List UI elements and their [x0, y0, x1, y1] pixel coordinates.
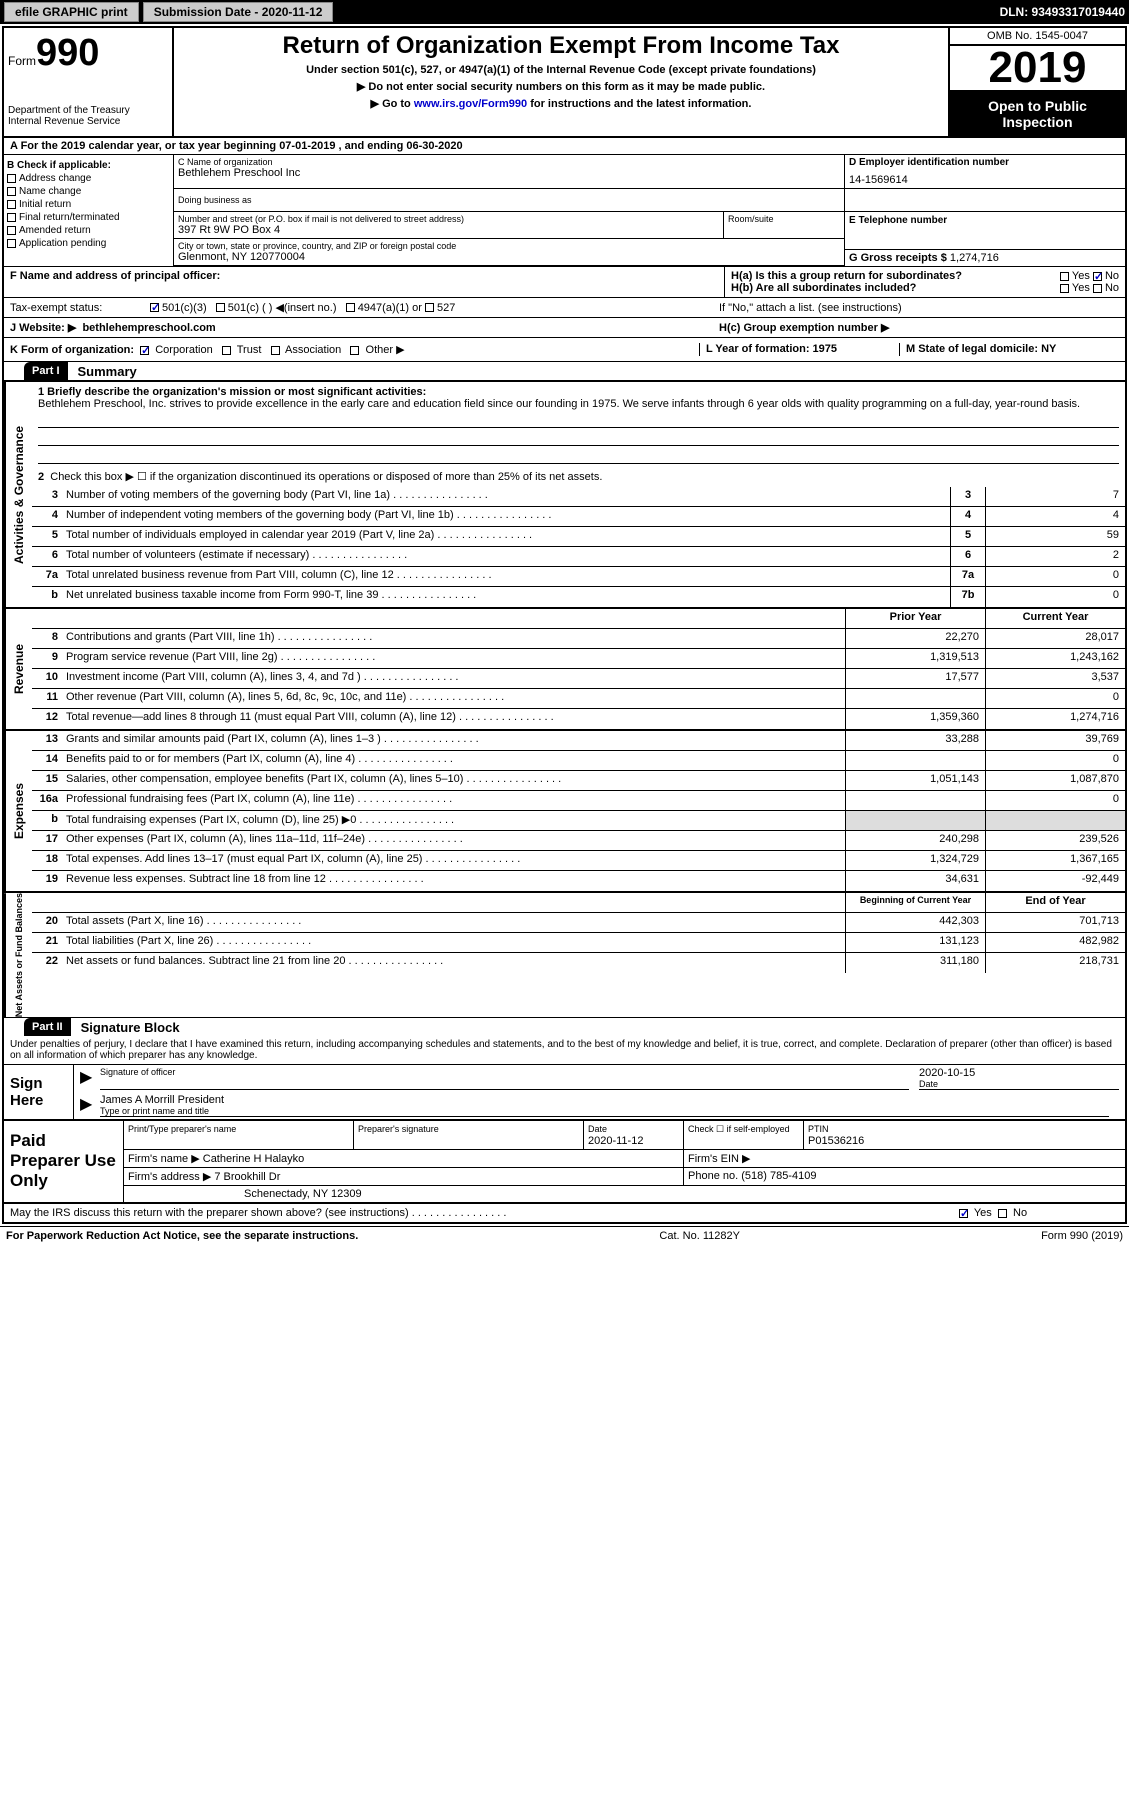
chk-ha-yes[interactable]	[1060, 272, 1069, 281]
form-990: Form990 Department of the Treasury Inter…	[2, 26, 1127, 1224]
chk-corp[interactable]	[140, 346, 149, 355]
street: 397 Rt 9W PO Box 4	[178, 224, 719, 236]
side-revenue: Revenue	[4, 609, 32, 729]
side-activities: Activities & Governance	[4, 382, 32, 607]
side-expenses: Expenses	[4, 731, 32, 891]
chk-amended[interactable]	[7, 226, 16, 235]
chk-final[interactable]	[7, 213, 16, 222]
sign-here: Sign Here	[4, 1065, 74, 1119]
chk-ha-no[interactable]	[1093, 272, 1102, 281]
side-netassets: Net Assets or Fund Balances	[4, 893, 32, 1017]
gross-receipts: 1,274,716	[950, 252, 999, 264]
efile-btn[interactable]: efile GRAPHIC print	[4, 2, 139, 22]
subdate-btn[interactable]: Submission Date - 2020-11-12	[143, 2, 334, 22]
firm-name: Catherine H Halayko	[203, 1153, 305, 1165]
header-right: OMB No. 1545-0047 2019 Open to Public In…	[950, 28, 1125, 136]
chk-app[interactable]	[7, 239, 16, 248]
ein: 14-1569614	[849, 174, 1121, 186]
part1-header: Part I Summary	[4, 361, 1125, 380]
chk-501c3[interactable]	[150, 303, 159, 312]
chk-assoc[interactable]	[271, 346, 280, 355]
header-left: Form990 Department of the Treasury Inter…	[4, 28, 174, 136]
chk-addr[interactable]	[7, 174, 16, 183]
prep-phone: (518) 785-4109	[741, 1170, 816, 1182]
chk-discuss-yes[interactable]	[959, 1209, 968, 1218]
page-footer: For Paperwork Reduction Act Notice, see …	[0, 1226, 1129, 1245]
chk-527[interactable]	[425, 303, 434, 312]
chk-hb-yes[interactable]	[1060, 284, 1069, 293]
website: bethlehempreschool.com	[82, 322, 215, 334]
mission-text: Bethlehem Preschool, Inc. strives to pro…	[38, 398, 1119, 410]
chk-trust[interactable]	[222, 346, 231, 355]
chk-hb-no[interactable]	[1093, 284, 1102, 293]
chk-name[interactable]	[7, 187, 16, 196]
top-bar: efile GRAPHIC print Submission Date - 20…	[0, 0, 1129, 24]
city: Glenmont, NY 120770004	[178, 251, 840, 263]
part2-header: Part II Signature Block	[4, 1017, 1125, 1036]
sig-date: 2020-10-15	[919, 1067, 1119, 1079]
paid-preparer: Paid Preparer Use Only	[4, 1121, 124, 1202]
ptin: P01536216	[808, 1135, 864, 1147]
chk-501c[interactable]	[216, 303, 225, 312]
officer-name: James A Morrill President	[100, 1094, 1109, 1106]
form990-link[interactable]: www.irs.gov/Form990	[414, 98, 527, 110]
chk-4947[interactable]	[346, 303, 355, 312]
header-center: Return of Organization Exempt From Incom…	[174, 28, 950, 136]
line-a: A For the 2019 calendar year, or tax yea…	[4, 136, 1125, 154]
chk-initial[interactable]	[7, 200, 16, 209]
col-b-checks: B Check if applicable: Address change Na…	[4, 155, 174, 266]
chk-other[interactable]	[350, 346, 359, 355]
chk-discuss-no[interactable]	[998, 1209, 1007, 1218]
dln-label: DLN: 93493317019440	[1000, 5, 1125, 19]
form-title: Return of Organization Exempt From Incom…	[178, 32, 944, 60]
org-name: Bethlehem Preschool Inc	[178, 167, 840, 179]
